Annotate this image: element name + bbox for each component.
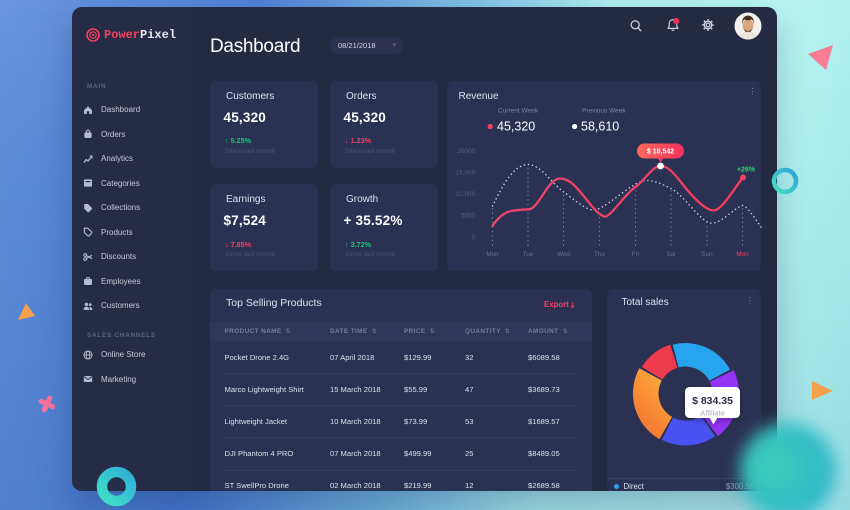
svg-text:Current Week: Current Week — [498, 108, 539, 115]
svg-text:Previous Week: Previous Week — [582, 108, 626, 115]
svg-text:Mon: Mon — [736, 251, 749, 258]
svg-text:+26%: +26% — [737, 167, 756, 174]
svg-text:$ 18,542: $ 18,542 — [647, 149, 674, 156]
svg-text:Thu: Thu — [594, 251, 605, 258]
svg-text:$ 834.35: $ 834.35 — [692, 395, 733, 407]
svg-text:Fri: Fri — [632, 251, 639, 258]
svg-text:10,000: 10,000 — [456, 191, 476, 198]
svg-text:45,320: 45,320 — [497, 120, 535, 134]
svg-text:Tue: Tue — [523, 251, 534, 258]
svg-text:Mon: Mon — [486, 251, 499, 258]
svg-text:5000: 5000 — [461, 213, 476, 220]
svg-text:20000: 20000 — [457, 148, 475, 155]
svg-text:0: 0 — [471, 234, 475, 241]
svg-text:Affiliate: Affiliate — [700, 409, 724, 418]
svg-text:Sun: Sun — [701, 251, 713, 258]
svg-text:15,000: 15,000 — [456, 170, 476, 177]
svg-text:Wed: Wed — [557, 251, 570, 258]
svg-text:Sat: Sat — [666, 251, 676, 258]
svg-text:58,610: 58,610 — [581, 120, 619, 134]
